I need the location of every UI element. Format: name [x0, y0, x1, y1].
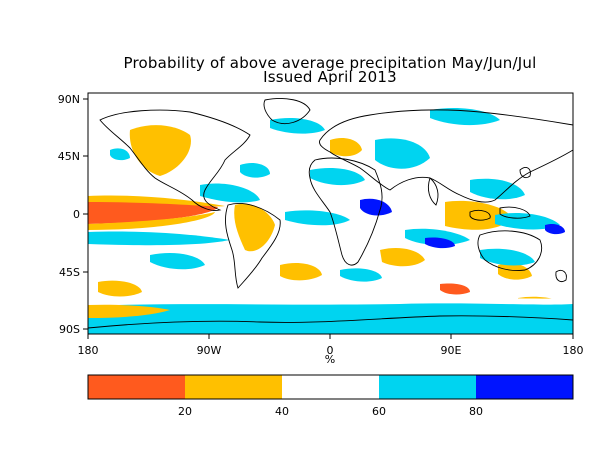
low-prob-spot — [440, 283, 470, 295]
japan-outline — [519, 167, 531, 179]
lon-label-180e: 180 — [563, 344, 584, 357]
lat-label-90s: 90S — [59, 323, 80, 336]
below-normal-area — [88, 195, 225, 207]
island-outline — [499, 206, 531, 219]
australia-outline — [477, 230, 543, 271]
above-normal-area — [88, 301, 573, 334]
colorbar-label-80: 80 — [469, 405, 483, 418]
colorbar-segment-2 — [282, 375, 379, 399]
colorbar-segment-1 — [185, 375, 282, 399]
high-prob-spot — [360, 198, 392, 216]
colorbar-segment-3 — [379, 375, 476, 399]
above-normal-area — [480, 248, 535, 266]
colorbar-label-60: 60 — [372, 405, 386, 418]
high-prob-spot — [545, 223, 565, 235]
colorbar-label-20: 20 — [178, 405, 192, 418]
below-normal-area — [380, 248, 425, 267]
lat-label-0: 0 — [73, 208, 80, 221]
eurasia-outline — [319, 109, 573, 203]
above-normal-area — [310, 168, 365, 186]
north-america-outline — [99, 109, 251, 211]
above-normal-area — [405, 228, 470, 246]
greenland-outline — [263, 98, 311, 124]
island-outline — [469, 209, 491, 221]
below-normal-area — [280, 263, 322, 281]
above-normal-area — [110, 148, 130, 161]
below-normal-area — [88, 212, 215, 230]
antarctica-outline — [88, 315, 573, 329]
above-normal-area — [270, 118, 325, 134]
lon-label-90w: 90W — [197, 344, 222, 357]
above-normal-area — [285, 210, 350, 226]
below-normal-area — [88, 304, 170, 318]
coastlines — [88, 98, 573, 329]
map-subtitle: Issued April 2013 — [263, 68, 397, 86]
new-zealand-outline — [555, 269, 567, 283]
lon-label-180w: 180 — [78, 344, 99, 357]
above-normal-area — [495, 213, 560, 230]
below-normal-area — [98, 280, 142, 297]
lat-label-45n: 45N — [58, 150, 80, 163]
colorbar-segment-0 — [88, 375, 185, 399]
axis-ticks — [83, 98, 574, 339]
south-america-outline — [225, 203, 281, 289]
below-normal-area — [330, 138, 362, 157]
low-prob-pacific — [88, 199, 218, 224]
high-prob-spot — [425, 237, 455, 249]
above-normal-area — [240, 163, 270, 178]
below-normal-area — [129, 125, 191, 176]
lat-label-90n: 90N — [58, 93, 80, 106]
lon-label-90e: 90E — [441, 344, 462, 357]
neutral-area — [88, 297, 573, 306]
colorbar-label-40: 40 — [275, 405, 289, 418]
lat-label-45s: 45S — [59, 266, 80, 279]
below-normal-area — [498, 263, 532, 280]
colorbar-segment-4 — [476, 375, 573, 399]
probability-field — [88, 108, 573, 334]
above-normal-area — [88, 231, 230, 246]
africa-outline — [308, 157, 383, 266]
colorbar — [88, 375, 573, 399]
above-normal-area — [375, 138, 430, 169]
above-normal-area — [200, 183, 260, 203]
above-normal-area — [340, 268, 382, 282]
lon-label-0: 0 — [327, 344, 334, 357]
map-title: Probability of above average precipitati… — [123, 54, 537, 72]
colorbar-frame — [87, 374, 574, 400]
above-normal-area — [150, 253, 205, 270]
unit-label: % — [325, 353, 335, 366]
below-normal-area — [234, 203, 275, 252]
above-normal-area — [470, 178, 525, 200]
india-outline — [427, 177, 439, 206]
